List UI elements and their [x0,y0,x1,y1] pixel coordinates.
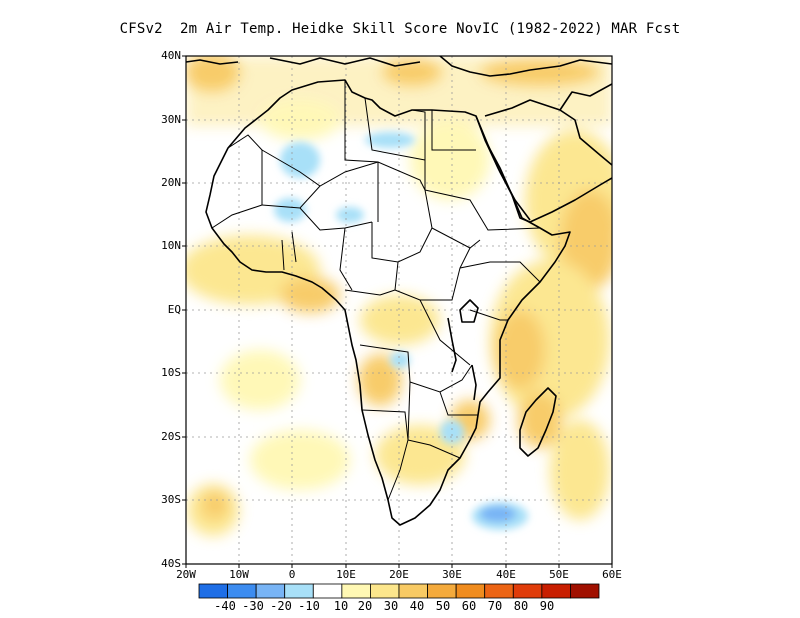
colorbar-swatch [227,583,257,599]
colorbar-label: 70 [487,599,503,613]
coastlines [186,56,612,526]
colorbar-swatch [455,583,486,599]
lat-label-40s: 40S [161,557,181,570]
colorbar-swatch [541,583,571,599]
lat-label-40n: 40N [161,49,181,62]
colorbar-label: 50 [435,599,451,613]
lon-label-0: 0 [288,568,296,581]
colorbar-label: 90 [539,599,555,613]
lon-label-60e: 60E [602,568,622,581]
lat-label-30n: 30N [161,113,181,126]
colorbar-swatch [198,583,228,599]
colorbar-swatch [512,583,543,599]
country-borders [211,80,541,501]
lon-label-20e: 20E [389,568,409,581]
colorbar-swatch [312,583,343,599]
colorbar-swatch [484,583,514,599]
lat-label-20s: 20S [161,430,181,443]
colorbar-swatch [255,583,286,599]
axis-ticks [182,55,613,568]
lon-label-30e: 30E [442,568,462,581]
colorbar-swatch [398,583,428,599]
colorbar-label: 10 [333,599,349,613]
colorbar-swatch [370,583,400,599]
colorbar-label: -30 [242,599,264,613]
colorbar [198,583,600,599]
colorbar-label: 30 [383,599,399,613]
colorbar-label: 60 [461,599,477,613]
colorbar-swatch [341,583,371,599]
lat-label-10n: 10N [161,239,181,252]
colorbar-label: 40 [409,599,425,613]
colorbar-label: 80 [513,599,529,613]
lon-label-50e: 50E [549,568,569,581]
colorbar-swatch [570,583,600,599]
lat-label-20n: 20N [161,176,181,189]
colorbar-label: -20 [270,599,292,613]
lat-label-30s: 30S [161,493,181,506]
lon-label-10w: 10W [229,568,249,581]
lat-label-10s: 10S [161,366,181,379]
colorbar-swatch [427,583,457,599]
colorbar-swatch [284,583,314,599]
skill-shading [186,56,612,564]
map-gridlines [186,56,612,564]
lon-label-40e: 40E [496,568,516,581]
lon-label-10e: 10E [336,568,356,581]
colorbar-label: 20 [357,599,373,613]
lon-label-20w: 20W [176,568,196,581]
colorbar-label: -10 [298,599,320,613]
colorbar-label: -40 [214,599,236,613]
lat-label-eq: EQ [167,303,181,316]
chart-title: CFSv2 2m Air Temp. Heidke Skill Score No… [119,21,681,37]
